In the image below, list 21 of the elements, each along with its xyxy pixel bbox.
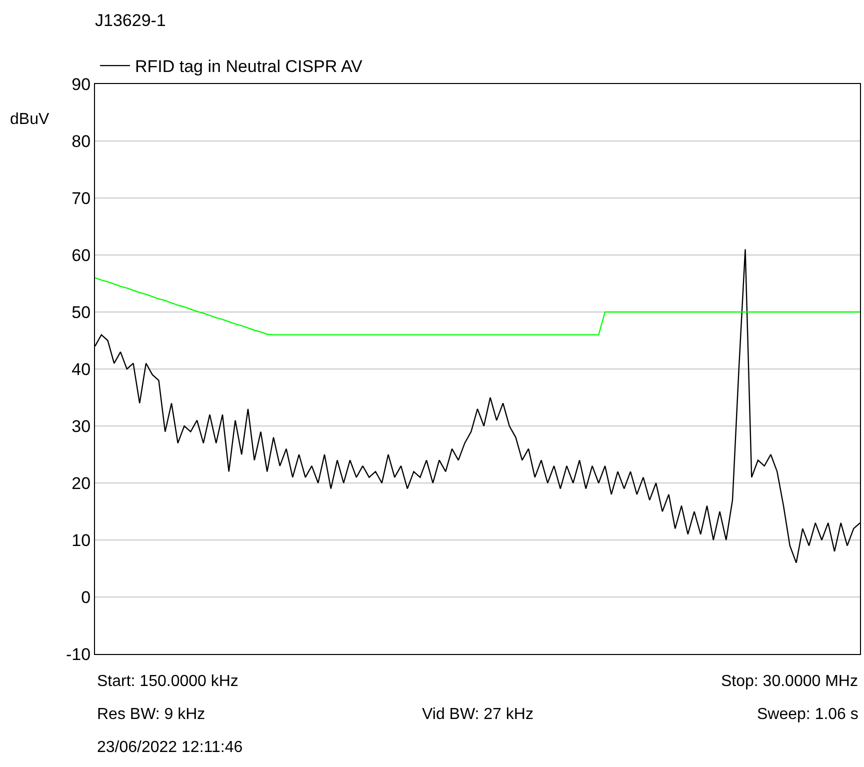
text: Stop: 30.0000 MHz [721,673,858,690]
chart-title: J13629-1 [95,10,166,30]
line-series [95,277,860,336]
text: Res BW: 9 kHz [97,706,206,723]
y-axis-title: dBuV [10,111,50,128]
y-tick-label: 0 [81,588,91,607]
text: Start: 150.0000 kHz [97,673,238,690]
y-tick-label: 80 [72,132,91,151]
text: Sweep: 1.06 s [757,706,858,723]
y-tick-label: 60 [72,246,91,265]
y-tick-label: 10 [72,530,91,550]
legend-label: RFID tag in Neutral CISPR AV [135,57,364,76]
y-tick-label: 40 [72,360,91,379]
text: 23/06/2022 12:11:46 [97,739,243,756]
y-tick-label: -10 [66,644,91,664]
y-tick-label: 70 [72,188,91,208]
y-tick-label: 90 [72,74,91,94]
y-tick-label: 20 [72,474,91,493]
text: Vid BW: 27 kHz [422,706,534,723]
y-tick-label: 50 [72,302,91,322]
y-tick-label: 30 [72,416,91,436]
